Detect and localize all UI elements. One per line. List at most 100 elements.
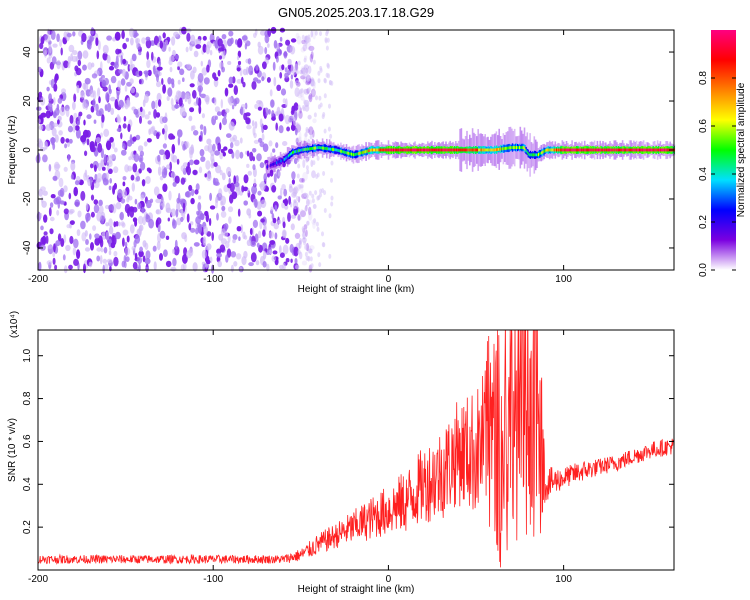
spectrogram-noise-speck [228, 76, 234, 85]
spectrogram-ridge-core [390, 148, 393, 152]
spectrogram-noise-speck [61, 88, 66, 94]
spectrogram-noise-speck [223, 223, 229, 231]
spectrogram-noise-speck [275, 122, 279, 131]
spectrogram-noise-speck [231, 104, 235, 110]
spectrogram-noise-speck [324, 38, 328, 44]
spectrogram-noise-speck [90, 194, 95, 201]
spectrogram-ridge-core [387, 148, 390, 152]
spectrogram-noise-speck [151, 51, 154, 61]
spectrogram-ridge-core [320, 146, 322, 150]
spectrogram-noise-speck [44, 141, 48, 150]
spectrogram-noise-speck [219, 152, 224, 160]
spectrogram-noise-speck [113, 250, 118, 257]
spectrogram-ridge-core [270, 163, 272, 167]
spectrogram-noise-speck [38, 261, 42, 272]
spectrogram-noise-speck [302, 171, 308, 182]
spectrogram-noise-speck [243, 200, 248, 206]
spectrogram-noise-speck [323, 208, 327, 213]
spectrogram-ridge-core [282, 158, 284, 162]
spectrogram-noise-speck [235, 253, 242, 260]
spectrogram-ridge-core [502, 147, 504, 151]
spectrogram-ridge-core [361, 151, 363, 155]
spectrogram-noise-speck [268, 249, 273, 254]
spectrogram-ridge-core [401, 148, 403, 152]
spectrogram-ridge-core [586, 148, 588, 152]
spectrogram-ridge-core [483, 148, 485, 152]
spectrogram-noise-speck [271, 185, 277, 193]
spectrogram-noise-speck [109, 178, 112, 184]
spectrogram-noise-speck [39, 212, 43, 219]
spectrogram-noise-speck [168, 190, 172, 201]
spectrogram-noise-speck [313, 218, 317, 224]
spectrogram-noise-speck [129, 224, 135, 234]
spectrogram-ridge-core [383, 148, 385, 152]
spectrogram-noise-speck [116, 128, 122, 132]
spectrogram-noise-speck [101, 166, 106, 171]
spectrogram-noise-speck [197, 222, 201, 229]
spectrogram-ridge-core [546, 148, 548, 152]
spectrogram-noise-speck [239, 137, 243, 144]
spectrogram-noise-speck [237, 208, 241, 217]
spectrogram-noise-speck [74, 199, 80, 208]
spectrogram-noise-speck [161, 78, 164, 85]
spectrogram-y-ticks: -40 -20 0 20 40 [22, 46, 674, 255]
spectrogram-noise-speck [159, 40, 164, 49]
spectrogram-ridge-core [571, 148, 574, 152]
spectrogram-noise-speck [84, 247, 91, 252]
spectrogram-noise-speck [162, 128, 165, 135]
spectrogram-noise-speck [202, 35, 207, 41]
spectrogram-noise-speck [286, 126, 290, 132]
spectrogram-noise-speck [133, 153, 140, 163]
spectrogram-noise-speck [89, 233, 92, 240]
spectrogram-ridge-core [592, 148, 595, 152]
spectrogram-noise-speck [113, 147, 118, 153]
spectrogram-noise-speck [292, 200, 299, 210]
spectrogram-noise-speck [305, 255, 309, 261]
spectrogram-noise-speck [49, 202, 54, 208]
spectrogram-ridge-core [286, 155, 289, 159]
spectrogram-noise-speck [228, 30, 234, 37]
spectrogram-noise-speck [170, 266, 177, 272]
spectrogram-noise-speck [306, 169, 310, 175]
spectrogram-noise-speck [172, 49, 176, 57]
spectrogram-noise-speck [202, 43, 207, 53]
spectrogram-noise-speck [159, 175, 164, 181]
spectrogram-noise-speck [57, 233, 62, 242]
spectrogram-noise-speck [156, 66, 163, 71]
spectrogram-noise-speck [310, 30, 314, 38]
spectrogram-ridge-core [266, 165, 269, 169]
spectrogram-ridge-core [374, 148, 376, 152]
spectrogram-noise-speck [325, 45, 329, 51]
spectrogram-noise-speck [253, 178, 257, 187]
spectrogram-ridge-core [511, 146, 514, 149]
spectrogram-ridge-core [415, 148, 417, 152]
spectrogram-noise-speck [133, 108, 139, 115]
spectrogram-noise-speck [145, 176, 151, 184]
spectrogram-noise-speck [112, 37, 117, 42]
spectrogram-noise-speck [204, 173, 207, 178]
spectrogram-noise-speck [124, 85, 128, 92]
spectrogram-noise-speck [248, 262, 254, 267]
spectrogram-ridge-core [475, 148, 477, 152]
spectrogram-ridge-core [533, 153, 536, 157]
spectrogram-noise-speck [221, 205, 226, 212]
spectrogram-noise-speck [102, 258, 108, 264]
spectrogram-noise-speck [102, 86, 108, 92]
spectrogram-noise-speck [130, 37, 134, 46]
spectrogram-noise-speck [180, 165, 186, 172]
spectrogram-noise-speck [147, 120, 152, 125]
spectrogram-noise-speck [228, 121, 235, 131]
spectrogram-ridge-core [595, 148, 598, 152]
spectrogram-noise-speck [300, 185, 304, 194]
spectrogram-noise-speck [279, 36, 283, 42]
spectrogram-noise-speck [303, 140, 307, 146]
spectrogram-noise-speck [96, 247, 102, 252]
spectrogram-noise-speck [153, 65, 156, 75]
spectrogram-noise-speck [80, 135, 87, 143]
spectrogram-noise-speck [311, 193, 315, 199]
spectrogram-noise-speck [272, 250, 278, 255]
spectrogram-noise-speck [67, 125, 74, 133]
spectrogram-ridge-core [292, 151, 294, 154]
spectrogram-noise-speck [172, 181, 177, 187]
spectrogram-noise-speck [145, 250, 151, 260]
